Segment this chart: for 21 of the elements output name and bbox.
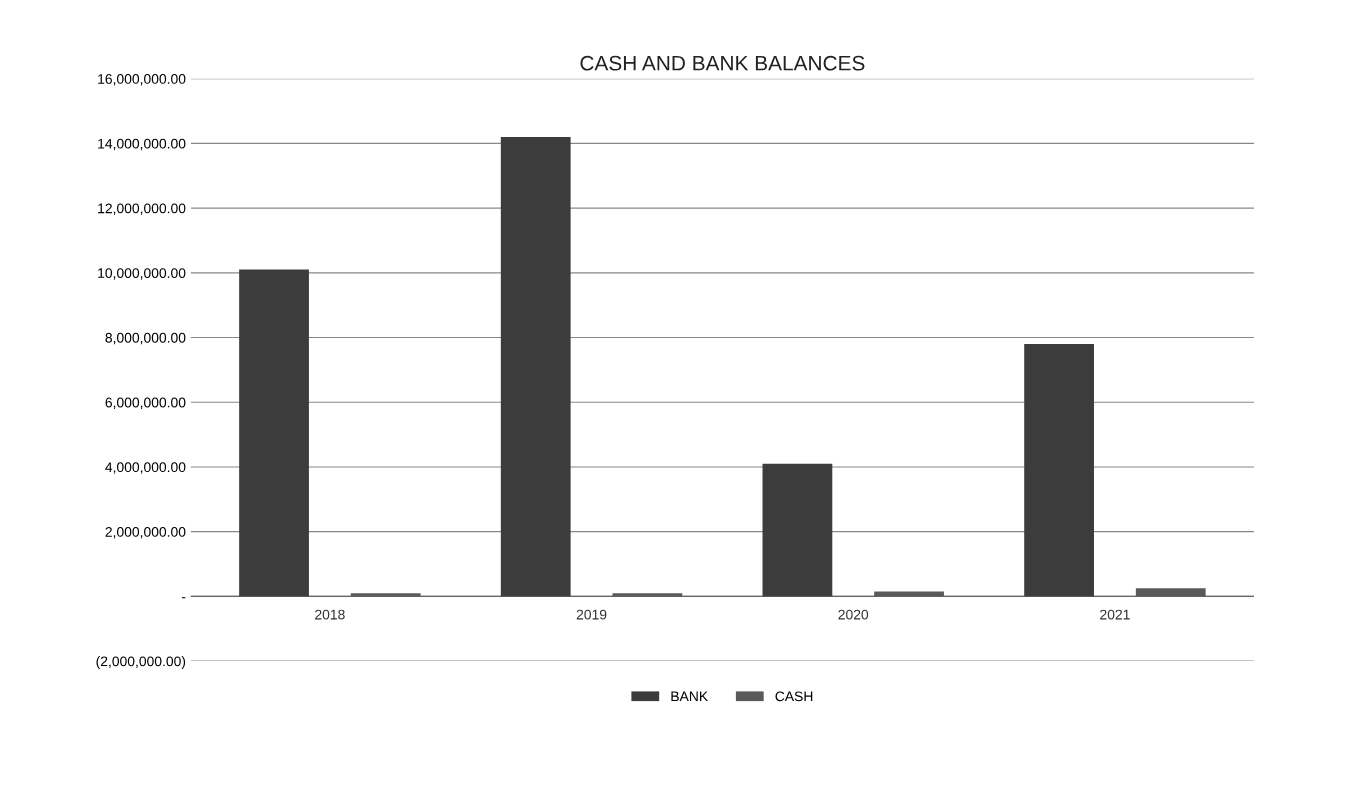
bar bbox=[500, 136, 571, 597]
y-tick-label: 4,000,000.00 bbox=[105, 462, 186, 474]
bar bbox=[762, 463, 833, 597]
legend-label: BANK bbox=[671, 691, 708, 702]
chart-title: CASH AND BANK BALANCES bbox=[580, 55, 865, 71]
y-tick-label: 12,000,000.00 bbox=[98, 203, 186, 215]
x-tick-label: 2020 bbox=[838, 609, 869, 620]
x-tick-label: 2018 bbox=[315, 609, 345, 620]
y-tick-label: (2,000,000.00) bbox=[96, 656, 186, 669]
y-tick-label: 14,000,000.00 bbox=[98, 138, 186, 151]
y-tick-label: 8,000,000.00 bbox=[105, 332, 186, 345]
y-tick-label: 10,000,000.00 bbox=[98, 268, 186, 280]
y-tick-label: - bbox=[181, 597, 186, 599]
bar bbox=[239, 269, 309, 597]
bar bbox=[1024, 344, 1094, 597]
y-tick-label: 2,000,000.00 bbox=[105, 527, 186, 539]
y-tick-label: 6,000,000.00 bbox=[105, 397, 186, 410]
x-tick-label: 2019 bbox=[576, 609, 607, 620]
legend-label: CASH bbox=[775, 691, 813, 702]
x-tick-label: 2021 bbox=[1100, 609, 1130, 620]
y-tick-label: 16,000,000.00 bbox=[98, 74, 186, 86]
